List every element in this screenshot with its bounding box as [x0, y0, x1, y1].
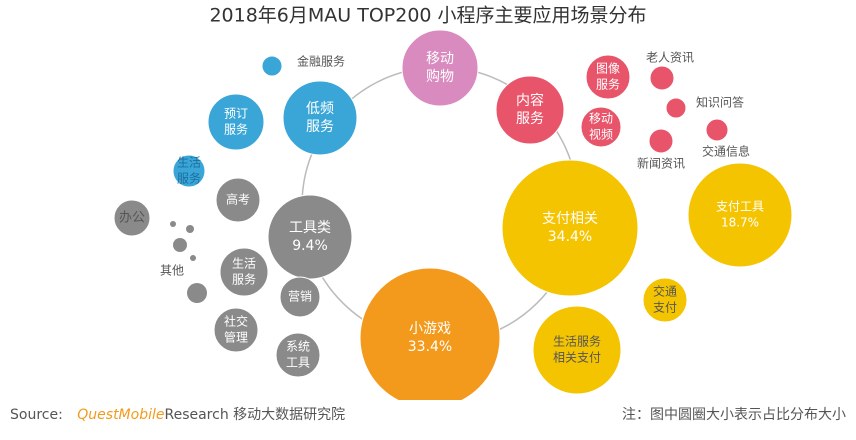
- bubble-label: 服务: [596, 77, 620, 92]
- bubble: [648, 128, 674, 154]
- bubble-label: 老人资讯: [646, 51, 694, 65]
- bubble-diagram: 2018年6月MAU TOP200 小程序主要应用场景分布 移动购物内容服务低频…: [113, 5, 793, 409]
- bubble-label: 预订: [224, 107, 248, 121]
- bubble: [687, 162, 793, 268]
- bubble-label: 低频: [306, 101, 334, 117]
- bubble-label: 新闻资讯: [637, 156, 685, 171]
- bubble-label: 移动: [589, 112, 613, 126]
- bubble: [495, 75, 565, 145]
- bubble: [705, 118, 729, 142]
- bubble-label: 工具: [286, 356, 310, 370]
- bubble: [401, 29, 479, 107]
- bubble-label: 支付相关: [542, 211, 598, 227]
- bubble: [172, 154, 206, 188]
- bubble: [532, 305, 622, 395]
- bubble-label: 高考: [226, 192, 250, 207]
- bubble: [207, 93, 265, 151]
- bubble-label: 其他: [160, 264, 184, 278]
- bubble-label: 交通: [653, 284, 677, 299]
- source: Source: QuestMobileResearch 移动大数据研究院: [10, 404, 345, 424]
- bubble-label: 管理: [224, 330, 248, 345]
- bubble: [213, 307, 259, 353]
- bubble: [585, 54, 631, 100]
- bubble-label: 相关支付: [553, 351, 601, 365]
- bubble-label: 交通信息: [702, 144, 750, 159]
- bubble: [267, 194, 353, 280]
- bubble: [642, 277, 688, 323]
- bubble-label: 知识问答: [696, 95, 744, 110]
- bubble-label: 社交: [224, 314, 248, 329]
- bubble-label: 34.4%: [548, 229, 592, 245]
- org: Research 移动大数据研究院: [164, 407, 346, 423]
- source-label: Source:: [10, 407, 63, 423]
- bubble-label: 办公: [119, 211, 145, 226]
- note: 注：图中圆圈大小表示占比分布大小: [622, 407, 846, 423]
- bubble-label: 金融服务: [297, 54, 345, 69]
- bubble-label: 内容: [516, 92, 544, 109]
- bubble: [275, 332, 321, 378]
- bubble-label: 生活: [177, 156, 201, 170]
- bubble-label: 支付: [653, 301, 677, 315]
- bubble-label: 生活服务: [553, 334, 601, 349]
- bubble-label: 9.4%: [292, 238, 328, 254]
- bubble-label: 工具类: [289, 220, 331, 236]
- bubble-label: 购物: [426, 69, 454, 85]
- bubble-label: 小游戏: [409, 321, 451, 337]
- bubble-label: 移动: [426, 51, 454, 67]
- bubble: [649, 65, 675, 91]
- bubble-label: 服务: [224, 122, 248, 137]
- brand: QuestMobile: [77, 407, 165, 423]
- bubble-label: 图像: [596, 62, 620, 76]
- bubble: [501, 159, 639, 297]
- bubble-label: 生活: [232, 257, 256, 271]
- bubble: [279, 276, 321, 318]
- bubble: [215, 177, 261, 223]
- bubble: [219, 247, 269, 297]
- bubble: [261, 55, 283, 77]
- bubble-label: 33.4%: [408, 339, 452, 355]
- title: 2018年6月MAU TOP200 小程序主要应用场景分布: [209, 5, 646, 27]
- bubble-label: 服务: [177, 171, 201, 186]
- bubble-label: 18.7%: [721, 216, 759, 230]
- bubble-label: 视频: [589, 127, 613, 142]
- bubble-label: 服务: [306, 119, 334, 135]
- decor-dots: [170, 221, 207, 303]
- bubble-label: 服务: [516, 111, 544, 127]
- bubble: [282, 80, 358, 156]
- bubble: [113, 199, 151, 237]
- bubble-label: 系统: [286, 340, 310, 354]
- bubble: [665, 97, 687, 119]
- bubble-label: 营销: [288, 290, 312, 304]
- bubble-label: 支付工具: [716, 200, 764, 214]
- bubble: [580, 106, 622, 148]
- bubble-label: 服务: [232, 272, 256, 287]
